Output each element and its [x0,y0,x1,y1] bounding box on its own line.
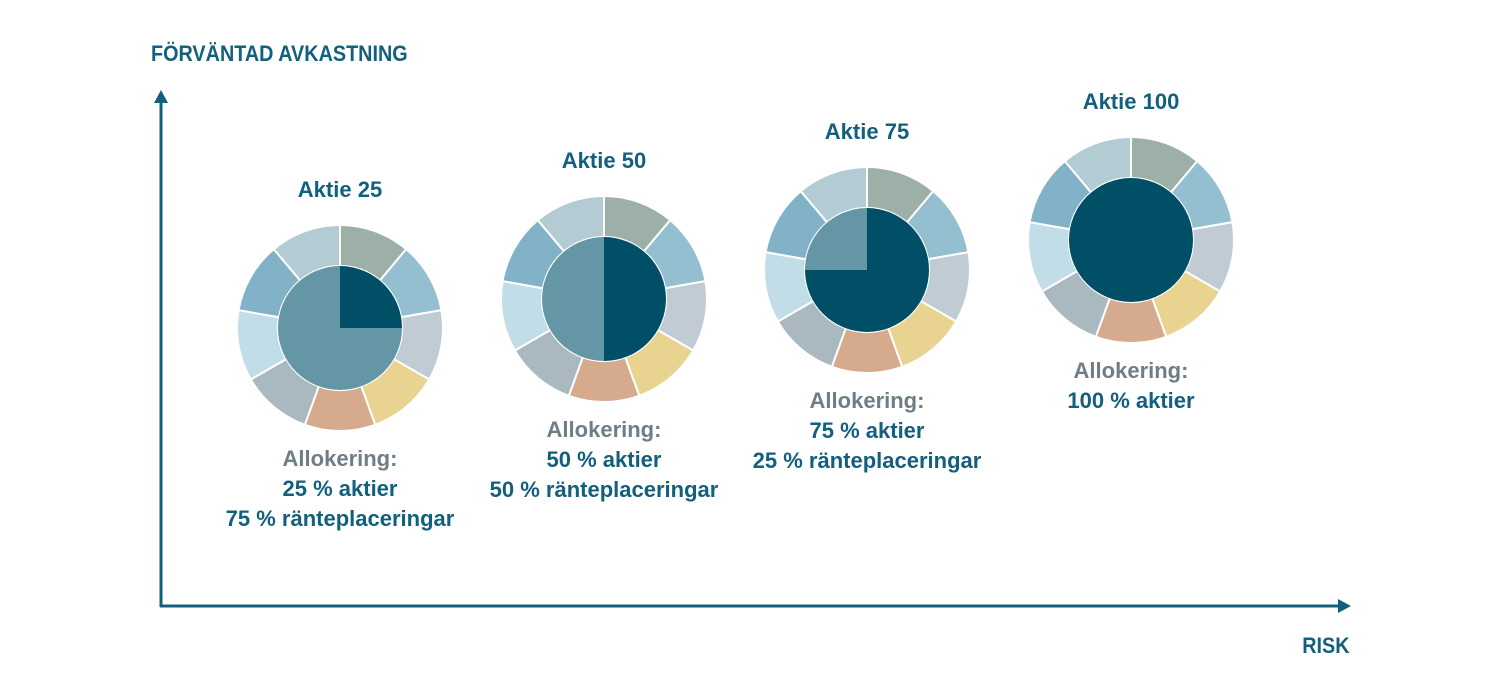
allocation-value: 25 % ränteplaceringar [752,448,982,473]
x-axis-arrowhead [1338,599,1351,613]
allocation-label: Allokering: [282,446,398,471]
donut-charts [236,135,1235,432]
fund-title: Aktie 25 [297,177,383,202]
y-axis-label: FÖRVÄNTAD AVKASTNING [151,41,408,66]
allocation-text: Allokering: 100 % aktier [981,356,1281,416]
donut-1 [236,223,444,432]
x-axis-label: RISK [1302,633,1350,658]
allocation-text: Allokering: 50 % aktier 50 % ränteplacerin… [454,415,754,505]
allocation-value: 100 % aktier [1067,388,1195,413]
axes [154,90,1351,613]
fund-title: Aktie 50 [561,148,647,173]
equity-slice [604,237,666,361]
fixed-income-slice [805,208,867,270]
equity-slice [340,266,402,328]
donut-2 [500,194,708,403]
fixed-income-slice [542,237,604,361]
equity-slice [805,208,929,332]
donut-3 [763,165,971,374]
allocation-value: 75 % ränteplaceringar [225,506,455,531]
allocation-label: Allokering: [546,417,662,442]
y-axis-arrowhead [154,90,168,103]
allocation-value: 50 % ränteplaceringar [489,477,719,502]
allocation-text: Allokering: 25 % aktier 75 % ränteplacerin… [190,444,490,534]
allocation-text: Allokering: 75 % aktier 25 % ränteplacerin… [717,386,1017,476]
allocation-label: Allokering: [809,388,925,413]
fund-title: Aktie 100 [1082,89,1180,114]
allocation-value: 25 % aktier [282,476,398,501]
donut-4 [1027,135,1235,344]
fund-title: Aktie 75 [824,119,910,144]
equity-slice [1069,178,1193,302]
allocation-value: 50 % aktier [546,447,662,472]
allocation-label: Allokering: [1073,358,1189,383]
allocation-value: 75 % aktier [809,418,925,443]
